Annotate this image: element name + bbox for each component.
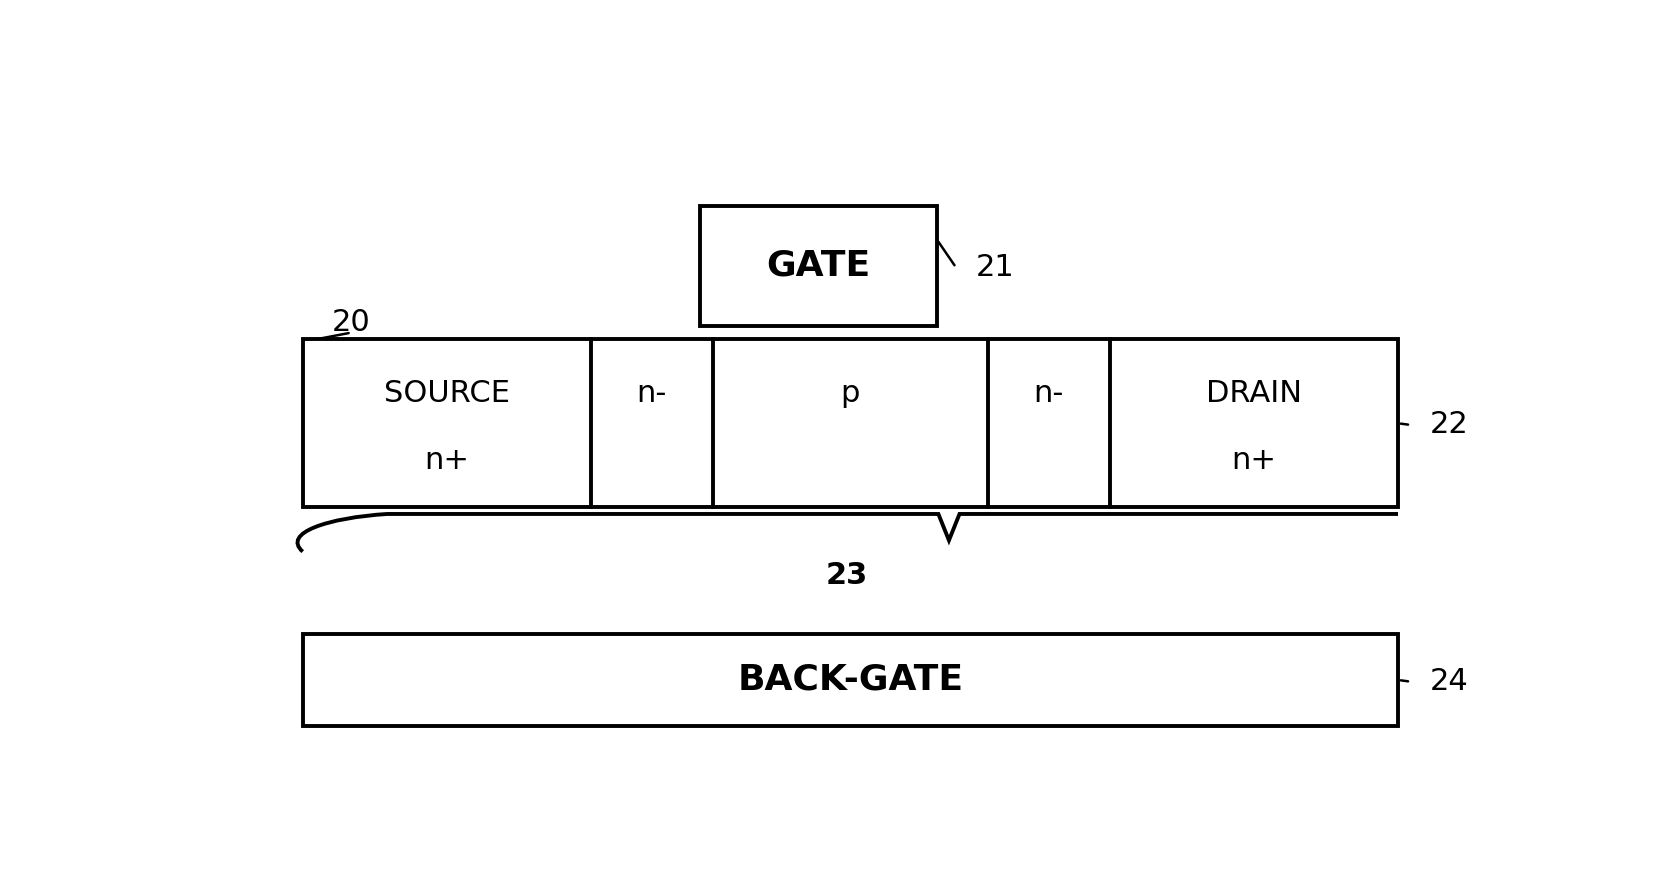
Text: 24: 24 — [1430, 667, 1470, 696]
Bar — [302, 340, 1398, 507]
Text: DRAIN: DRAIN — [1207, 379, 1303, 407]
Text: n+: n+ — [425, 445, 469, 475]
Text: BACK-GATE: BACK-GATE — [737, 663, 964, 697]
Text: 22: 22 — [1430, 411, 1470, 439]
Bar — [699, 206, 937, 325]
Text: n-: n- — [1033, 379, 1065, 407]
Text: 21: 21 — [975, 253, 1013, 282]
Text: p: p — [841, 379, 860, 407]
Text: n+: n+ — [1231, 445, 1276, 475]
Text: 23: 23 — [826, 561, 868, 590]
Text: SOURCE: SOURCE — [383, 379, 509, 407]
Bar — [302, 634, 1398, 726]
Text: n-: n- — [636, 379, 668, 407]
Text: GATE: GATE — [767, 249, 871, 283]
Text: 20: 20 — [332, 308, 370, 337]
